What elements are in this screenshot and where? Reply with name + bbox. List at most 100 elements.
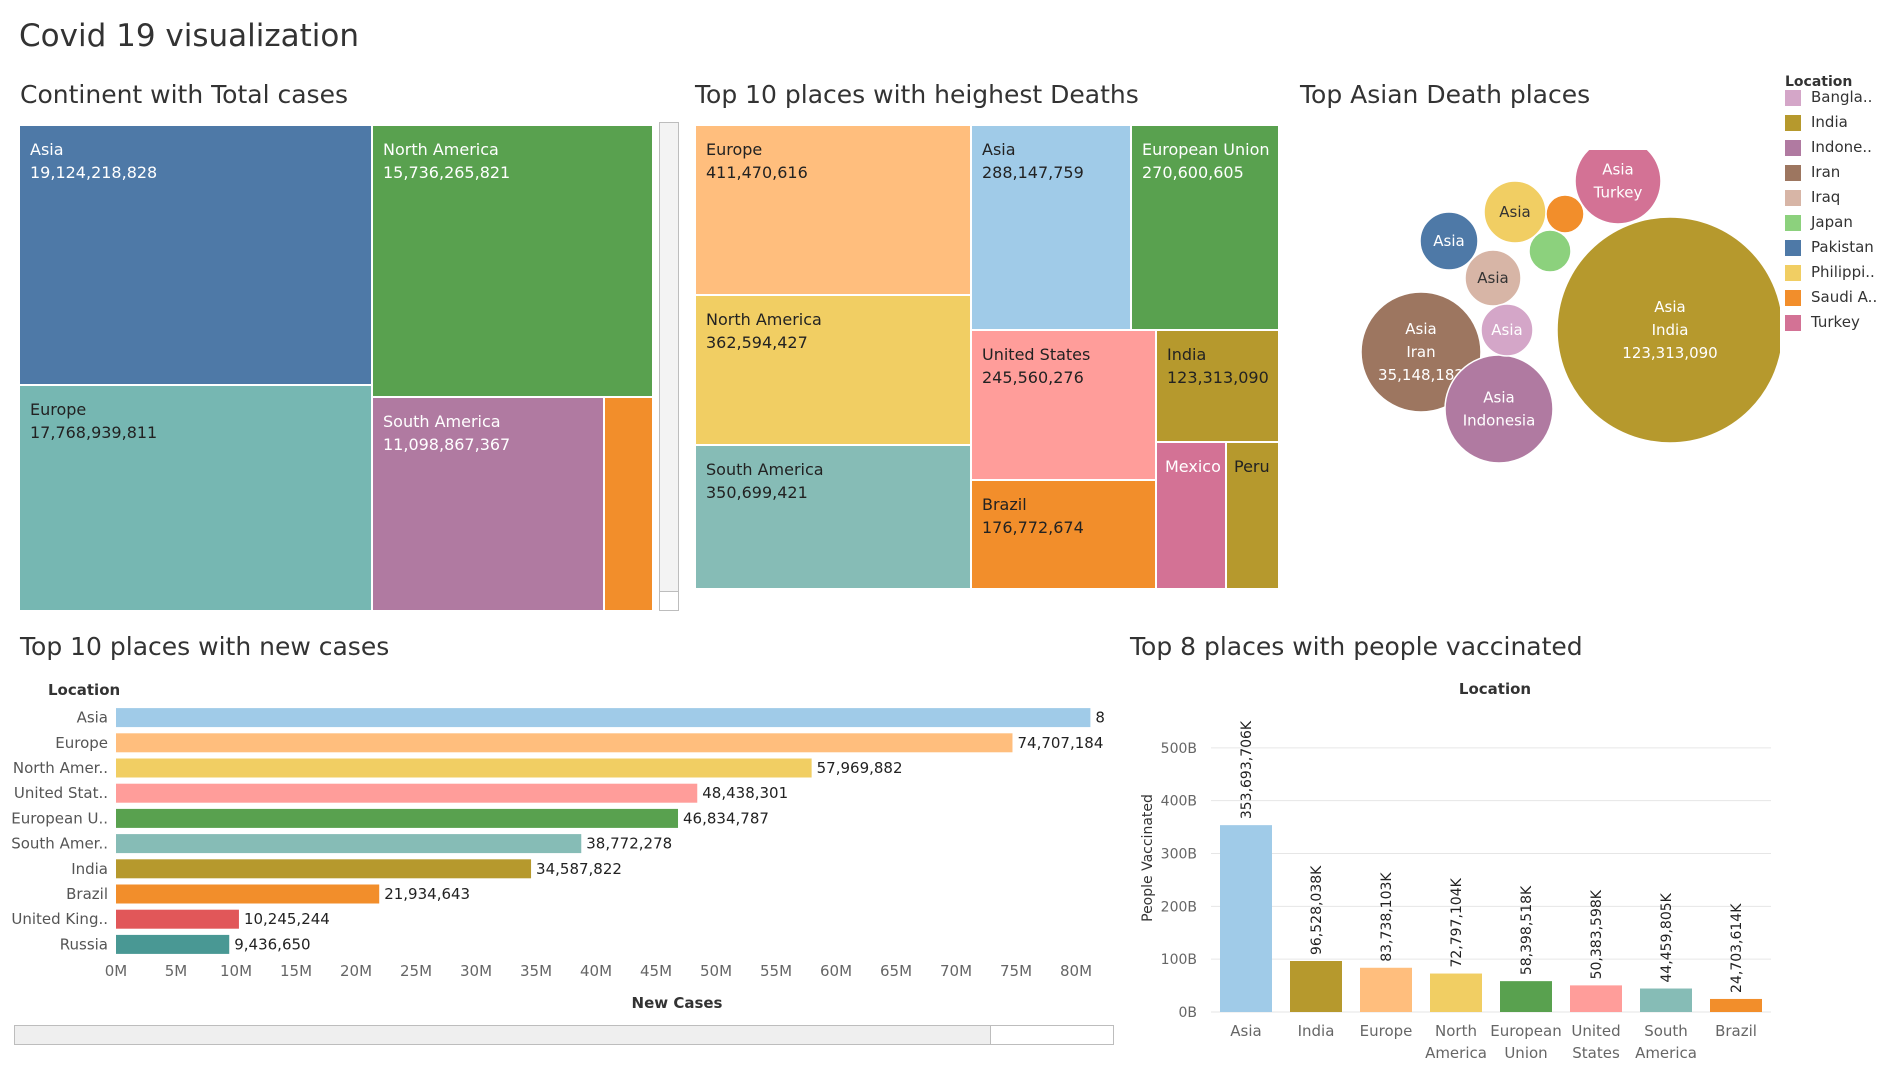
bubble-saudi-arabia[interactable] — [1545, 194, 1585, 234]
bubble-indonesia[interactable] — [1444, 354, 1554, 464]
treemap-cell-south-america[interactable]: South America 11,098,867,367 — [373, 398, 605, 612]
bar-united-king[interactable] — [116, 909, 239, 929]
category-label: Russia — [60, 935, 108, 953]
cell-value: 245,560,276 — [982, 368, 1084, 387]
treemap-cell-asia[interactable]: Asia 19,124,218,828 — [20, 126, 373, 386]
cell-value: 288,147,759 — [982, 163, 1084, 182]
bar-europe[interactable] — [116, 733, 1013, 753]
vaccinated-title: Top 8 places with people vaccinated — [1130, 632, 1583, 661]
bar-south-amer[interactable] — [116, 834, 582, 854]
asian-deaths-bubble-chart[interactable]: Asia India 123,313,090 Asia Iran 35,148,182 As… — [1290, 150, 1780, 570]
legend-label: India — [1811, 113, 1848, 131]
cell-value: 270,600,605 — [1142, 163, 1244, 182]
scrollbar-thumb[interactable] — [990, 1026, 1113, 1044]
treemap-cell-north-america[interactable]: North America 15,736,265,821 — [373, 126, 654, 398]
bar-value-label: 46,834,787 — [683, 809, 769, 827]
bar-south-america[interactable] — [1640, 988, 1692, 1012]
bubble-label: Asia — [1491, 321, 1522, 339]
bar-brazil[interactable] — [1710, 998, 1762, 1012]
legend-swatch — [1785, 290, 1801, 306]
bubble-label: Indonesia — [1463, 412, 1536, 430]
category-label: Asia — [1230, 1022, 1261, 1040]
x-tick-label: 0M — [105, 962, 128, 980]
x-tick-label: 30M — [460, 962, 492, 980]
bar-asia[interactable] — [1220, 825, 1272, 1012]
category-label: Union — [1504, 1044, 1547, 1062]
treemap-cell-european-union[interactable]: European Union 270,600,605 — [1132, 126, 1280, 331]
bubble-bangladesh[interactable] — [1480, 303, 1534, 357]
vaccinated-bar-chart[interactable]: Location People Vaccinated 0B 100B 200B 300… — [1125, 670, 1880, 1074]
bubble-turkey[interactable] — [1574, 150, 1662, 225]
bubble-label: India — [1652, 321, 1689, 339]
treemap-cell-united-states[interactable]: United States 245,560,276 — [972, 331, 1157, 481]
cell-name: Brazil — [982, 495, 1027, 514]
x-tick-label: 25M — [400, 962, 432, 980]
category-label: Brazil — [1715, 1022, 1757, 1040]
treemap-cell-south-america[interactable]: South America 350,699,421 — [696, 446, 972, 590]
bar-asia[interactable] — [116, 708, 1091, 728]
bar-united-stat[interactable] — [116, 783, 698, 803]
bar-european-u[interactable] — [116, 808, 679, 828]
bar-north-america[interactable] — [1430, 973, 1482, 1012]
treemap-cell-mexico[interactable]: Mexico — [1157, 443, 1227, 590]
cell-name: European Union — [1142, 140, 1270, 159]
bar-value-label: 44,459,805K — [1659, 892, 1675, 982]
treemap-cell-europe[interactable]: Europe 411,470,616 — [696, 126, 972, 296]
bar-brazil[interactable] — [116, 884, 380, 904]
horizontal-scrollbar[interactable] — [14, 1025, 1114, 1045]
bubble-label: Asia — [1433, 232, 1464, 250]
bubble-iraq[interactable] — [1464, 249, 1522, 307]
y-tick-label: 500B — [1161, 741, 1197, 757]
cell-name: Europe — [30, 400, 87, 419]
bar-india[interactable] — [116, 859, 532, 879]
treemap-cell-asia[interactable]: Asia 288,147,759 — [972, 126, 1132, 331]
bubble-pakistan[interactable] — [1419, 211, 1479, 271]
continent-cases-treemap[interactable]: Asia 19,124,218,828 Europe 17,768,939,811 … — [20, 126, 654, 612]
treemap-cell-europe[interactable]: Europe 17,768,939,811 — [20, 386, 373, 612]
x-tick-label: 15M — [280, 962, 312, 980]
deaths-treemap[interactable]: Europe 411,470,616 North America 362,594,4… — [696, 126, 1280, 590]
treemap-cell-brazil[interactable]: Brazil 176,772,674 — [972, 481, 1157, 590]
cell-value: 176,772,674 — [982, 518, 1084, 537]
bar-north-amer[interactable] — [116, 758, 812, 778]
cell-name: South America — [706, 460, 824, 479]
bar-value-label: 58,398,518K — [1519, 885, 1535, 975]
bar-european-union[interactable] — [1500, 981, 1552, 1012]
legend-swatch — [1785, 165, 1801, 181]
bubble-japan[interactable] — [1528, 229, 1572, 273]
bubble-label: Asia — [1483, 389, 1514, 407]
treemap-cell-other[interactable] — [605, 398, 654, 612]
x-tick-label: 80M — [1060, 962, 1092, 980]
treemap-cell-peru[interactable]: Peru — [1227, 443, 1280, 590]
category-label: South Amer.. — [11, 835, 108, 853]
bar-value-label: 10,245,244 — [244, 910, 330, 928]
category-label: South — [1644, 1022, 1688, 1040]
y-axis-title: People Vaccinated — [1140, 794, 1156, 922]
category-label: America — [1425, 1044, 1487, 1062]
vertical-scrollbar[interactable] — [659, 122, 679, 611]
bar-value-label: 34,587,822 — [536, 860, 622, 878]
legend-swatch — [1785, 90, 1801, 106]
bar-value-label: 24,703,614K — [1729, 903, 1745, 993]
treemap-cell-north-america[interactable]: North America 362,594,427 — [696, 296, 972, 446]
bubble-label: Asia — [1654, 298, 1685, 316]
bar-europe[interactable] — [1360, 967, 1412, 1012]
bar-value-label: 72,797,104K — [1449, 877, 1465, 967]
bar-value-label: 83,738,103K — [1379, 872, 1395, 962]
bar-value-label: 21,934,643 — [384, 885, 470, 903]
treemap-cell-india[interactable]: India 123,313,090 — [1157, 331, 1280, 443]
cell-name: India — [1167, 345, 1207, 364]
bar-russia[interactable] — [116, 934, 230, 954]
x-tick-label: 20M — [340, 962, 372, 980]
bubble-iran[interactable] — [1360, 291, 1482, 413]
deaths-title: Top 10 places with heighest Deaths — [695, 80, 1139, 109]
cell-value: 11,098,867,367 — [383, 435, 511, 454]
bar-united-states[interactable] — [1570, 985, 1622, 1012]
legend-label: Japan — [1811, 213, 1853, 231]
new-cases-bar-chart[interactable]: Location Asia 8 Europe 74,707,184 North Amer… — [0, 670, 1120, 1040]
scrollbar-thumb[interactable] — [660, 591, 678, 610]
bar-india[interactable] — [1290, 961, 1342, 1012]
legend-label: Bangla.. — [1811, 88, 1873, 106]
cell-name: Asia — [30, 140, 64, 159]
bubble-india[interactable] — [1556, 216, 1780, 444]
